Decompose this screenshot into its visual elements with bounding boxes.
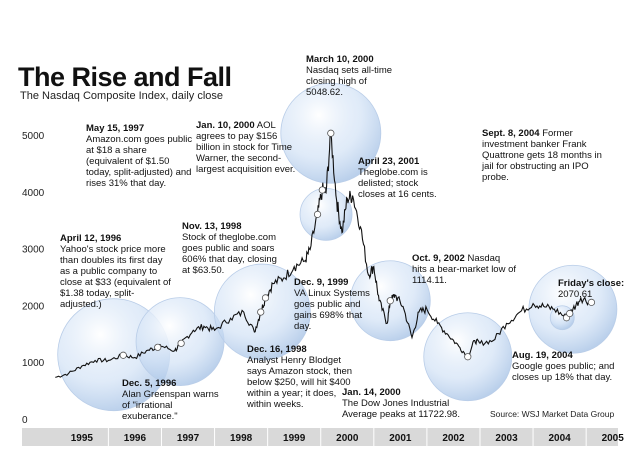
event-marker xyxy=(119,351,127,359)
event-marker xyxy=(327,129,335,137)
x-tick-label: 1997 xyxy=(177,433,200,444)
annotation-dec-1996: Dec. 5, 1996 Alan Greenspan warns of "irr… xyxy=(122,378,219,422)
annotation-oct-2002: Oct. 9, 2002 Nasdaq hits a bear-market l… xyxy=(412,253,517,286)
x-tick-label: 1996 xyxy=(124,433,147,444)
annotation-dec-1999: Dec. 9, 1999 VA Linux Systems goes public… xyxy=(294,277,370,332)
annotation-may-1997: May 15, 1997 Amazon.com goes public at $1… xyxy=(86,123,193,189)
annotation-jan-2000-dow: Jan. 14, 2000 The Dow Jones Industrial Av… xyxy=(342,387,460,420)
annotation-nov-1998: Nov. 13, 1998 Stock of theglobe.com goes … xyxy=(182,221,277,276)
x-axis-band xyxy=(22,428,618,446)
nasdaq-line xyxy=(55,130,592,378)
x-tick-label: 2005 xyxy=(602,433,625,444)
annotation-aug-2004: Aug. 19, 2004 Google goes public; and clo… xyxy=(512,350,615,383)
event-marker xyxy=(313,210,322,218)
y-tick-label: 4000 xyxy=(22,188,45,199)
series-group xyxy=(55,130,592,378)
x-tick-label: 2000 xyxy=(336,433,359,444)
annotation-fridays-close: Friday's close: 2070.61 xyxy=(558,278,625,300)
event-marker xyxy=(257,308,265,316)
event-marker xyxy=(566,309,574,318)
x-tick-label: 2003 xyxy=(495,433,518,444)
x-tick-label: 2002 xyxy=(442,433,465,444)
chart-subtitle: The Nasdaq Composite Index, daily close xyxy=(20,90,223,102)
x-tick-label: 2001 xyxy=(389,433,412,444)
event-marker xyxy=(154,343,162,351)
event-marker xyxy=(464,353,472,361)
event-marker xyxy=(261,294,270,302)
x-tick-label: 1999 xyxy=(283,433,306,444)
y-tick-label: 0 xyxy=(22,415,28,426)
x-tick-label: 1998 xyxy=(230,433,253,444)
annotation-jan-2000-aol: Jan. 10, 2000 AOL agrees to pay $156 bil… xyxy=(196,120,296,175)
y-tick-label: 2000 xyxy=(22,301,45,312)
x-axis: 1995 1996 1997 1998 1999 2000 2001 2002 2003 2004… xyxy=(71,428,625,446)
event-marker xyxy=(386,297,394,305)
y-tick-label: 5000 xyxy=(22,131,45,142)
annotation-sept-2004: Sept. 8, 2004 Former investment banker F… xyxy=(482,128,602,183)
chart-title: The Rise and Fall xyxy=(18,62,232,92)
x-tick-label: 2004 xyxy=(548,433,571,444)
annotation-march-2000: March 10, 2000 Nasdaq sets all-time closi… xyxy=(306,54,393,98)
annotation-dec-1998: Dec. 16, 1998 Analyst Henry Blodget says … xyxy=(247,344,353,410)
y-axis: 0 1000 2000 3000 4000 5000 xyxy=(22,131,45,426)
source-note: Source: WSJ Market Data Group xyxy=(490,409,615,419)
y-tick-label: 1000 xyxy=(22,358,45,369)
event-marker xyxy=(587,298,596,306)
event-marker xyxy=(177,339,185,347)
x-tick-label: 1995 xyxy=(71,433,94,444)
event-markers xyxy=(119,129,596,361)
event-marker xyxy=(318,186,326,194)
annotation-april-2001: April 23, 2001 Theglobe.com is delisted; … xyxy=(358,156,437,200)
annotation-april-1996: April 12, 1996 Yahoo's stock price more t… xyxy=(60,233,171,310)
y-tick-label: 3000 xyxy=(22,245,45,256)
